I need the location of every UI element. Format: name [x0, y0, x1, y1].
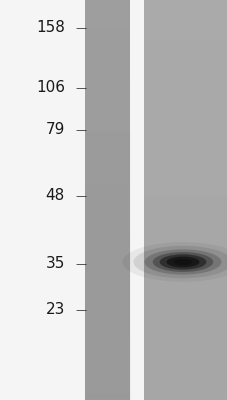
Text: —: —	[75, 83, 86, 93]
Ellipse shape	[144, 250, 220, 274]
Text: 106: 106	[36, 80, 65, 96]
Ellipse shape	[122, 242, 227, 282]
Ellipse shape	[159, 254, 205, 270]
Ellipse shape	[173, 259, 192, 265]
Ellipse shape	[166, 257, 199, 267]
Text: 79: 79	[45, 122, 65, 138]
Ellipse shape	[133, 246, 227, 278]
Text: 23: 23	[45, 302, 65, 318]
Text: 35: 35	[45, 256, 65, 272]
Bar	[85, 0, 129, 400]
Text: —: —	[75, 125, 86, 135]
Bar	[143, 0, 227, 400]
Text: —: —	[75, 305, 86, 315]
Ellipse shape	[152, 252, 212, 272]
Text: 48: 48	[46, 188, 65, 204]
Text: 158: 158	[36, 20, 65, 36]
Text: —: —	[75, 259, 86, 269]
Text: —: —	[75, 191, 86, 201]
Text: —: —	[75, 23, 86, 33]
